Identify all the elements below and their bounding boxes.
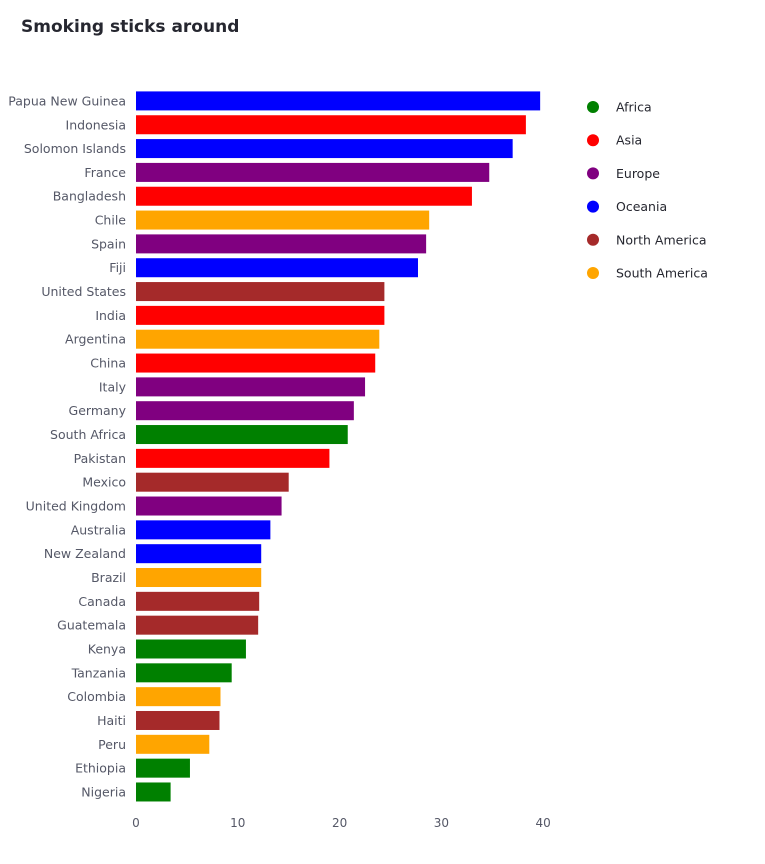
- category-label: India: [95, 308, 126, 323]
- category-label: Haiti: [97, 713, 126, 728]
- category-label: United Kingdom: [26, 499, 126, 514]
- bar-guatemala: [136, 615, 259, 635]
- x-tick-label: 10: [230, 816, 245, 830]
- category-label: Ethiopia: [75, 761, 126, 776]
- legend-marker[interactable]: [587, 101, 599, 113]
- x-tick-label: 0: [132, 816, 140, 830]
- legend-label[interactable]: North America: [616, 232, 707, 247]
- bar-haiti: [136, 710, 220, 730]
- bar-france: [136, 162, 490, 182]
- category-label: Indonesia: [66, 117, 126, 132]
- bar-papua-new-guinea: [136, 91, 541, 111]
- bar-italy: [136, 377, 366, 397]
- bar-brazil: [136, 568, 262, 588]
- bar-indonesia: [136, 115, 526, 135]
- bar-bangladesh: [136, 186, 472, 206]
- bar-pakistan: [136, 448, 330, 468]
- bar-germany: [136, 401, 354, 421]
- bar-peru: [136, 734, 210, 754]
- bar-china: [136, 353, 376, 373]
- bar-colombia: [136, 687, 221, 707]
- category-label: Tanzania: [71, 665, 126, 680]
- legend: Africa Asia Europe Oceania North America Sout…: [587, 100, 708, 281]
- category-label: Nigeria: [81, 784, 126, 799]
- bar-nigeria: [136, 782, 171, 802]
- legend-marker[interactable]: [587, 134, 599, 147]
- x-tick-label: 20: [332, 816, 347, 830]
- legend-label[interactable]: Oceania: [616, 199, 667, 214]
- category-label: China: [90, 356, 126, 371]
- category-label: Spain: [91, 236, 126, 251]
- bars-group: [136, 91, 541, 802]
- category-label: South Africa: [50, 427, 126, 442]
- category-label: Colombia: [67, 689, 126, 704]
- legend-marker[interactable]: [587, 200, 599, 213]
- category-label: Brazil: [91, 570, 126, 585]
- legend-label[interactable]: Europe: [616, 166, 660, 181]
- bar-solomon-islands: [136, 139, 513, 159]
- bar-spain: [136, 234, 427, 254]
- bar-mexico: [136, 472, 289, 492]
- category-label: Italy: [99, 379, 127, 394]
- legend-label[interactable]: South America: [616, 266, 708, 281]
- category-label: United States: [41, 284, 126, 299]
- category-label: Peru: [98, 737, 126, 752]
- x-tick-label: 40: [536, 816, 551, 830]
- category-labels: Papua New Guinea Indonesia Solomon Islands…: [8, 93, 126, 799]
- legend-label[interactable]: Africa: [616, 100, 652, 115]
- bar-fiji: [136, 258, 418, 278]
- x-axis-ticks: 0 10 20 30 40: [132, 816, 551, 830]
- bar-united-kingdom: [136, 496, 282, 516]
- x-tick-label: 30: [434, 816, 449, 830]
- legend-marker[interactable]: [587, 167, 599, 180]
- category-label: Kenya: [88, 642, 126, 657]
- category-label: Germany: [69, 403, 127, 418]
- bar-new-zealand: [136, 544, 262, 564]
- bar-chile: [136, 210, 430, 230]
- bar-argentina: [136, 329, 380, 349]
- bar-australia: [136, 520, 271, 540]
- chart-title: Smoking sticks around: [21, 17, 239, 37]
- legend-label[interactable]: Asia: [616, 133, 642, 148]
- category-label: New Zealand: [44, 546, 126, 561]
- bar-kenya: [136, 639, 246, 659]
- bar-tanzania: [136, 663, 232, 683]
- category-label: Bangladesh: [53, 189, 126, 204]
- category-label: Argentina: [65, 332, 126, 347]
- category-label: Mexico: [82, 475, 126, 490]
- category-label: Pakistan: [74, 451, 126, 466]
- category-label: Fiji: [109, 260, 126, 275]
- category-label: Chile: [95, 213, 127, 228]
- category-label: Papua New Guinea: [8, 93, 126, 108]
- bar-india: [136, 305, 385, 325]
- bar-south-africa: [136, 425, 348, 445]
- category-label: Australia: [71, 522, 126, 537]
- category-label: France: [84, 165, 126, 180]
- legend-marker[interactable]: [587, 233, 599, 246]
- bar-canada: [136, 591, 260, 611]
- bar-ethiopia: [136, 758, 190, 778]
- bar-united-states: [136, 282, 385, 302]
- legend-marker[interactable]: [587, 267, 599, 279]
- category-label: Canada: [78, 594, 126, 609]
- category-label: Solomon Islands: [24, 141, 126, 156]
- category-label: Guatemala: [57, 618, 126, 633]
